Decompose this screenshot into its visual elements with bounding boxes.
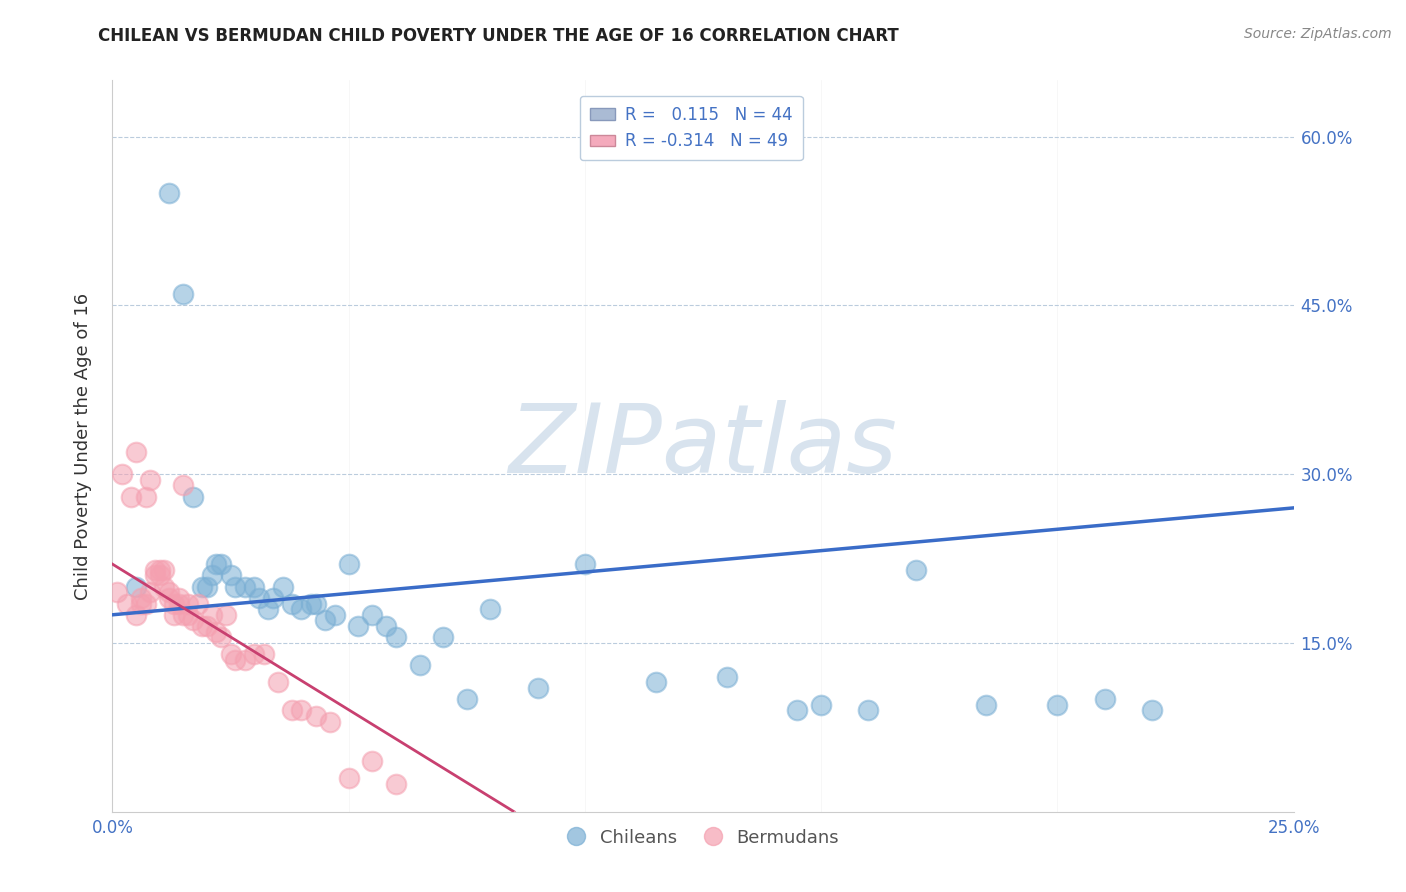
Point bbox=[347, 619, 370, 633]
Point bbox=[233, 580, 256, 594]
Point bbox=[157, 591, 180, 605]
Point bbox=[205, 557, 228, 571]
Point bbox=[135, 490, 157, 504]
Point bbox=[163, 607, 186, 622]
Point bbox=[281, 703, 304, 717]
Point bbox=[205, 624, 228, 639]
Point bbox=[111, 467, 134, 482]
Point bbox=[262, 591, 284, 605]
Point bbox=[139, 473, 162, 487]
Point bbox=[385, 630, 408, 644]
Point bbox=[432, 630, 454, 644]
Point bbox=[337, 771, 360, 785]
Point bbox=[257, 602, 280, 616]
Point bbox=[177, 607, 200, 622]
Point bbox=[219, 647, 242, 661]
Point bbox=[456, 692, 478, 706]
Point bbox=[786, 703, 808, 717]
Point bbox=[233, 653, 256, 667]
Point bbox=[201, 568, 224, 582]
Point bbox=[219, 568, 242, 582]
Text: ZIPatlas: ZIPatlas bbox=[509, 400, 897, 492]
Point bbox=[125, 580, 148, 594]
Point bbox=[139, 585, 162, 599]
Point bbox=[191, 580, 214, 594]
Point bbox=[976, 698, 998, 712]
Point bbox=[129, 597, 152, 611]
Point bbox=[479, 602, 502, 616]
Point bbox=[135, 597, 157, 611]
Point bbox=[157, 585, 180, 599]
Text: Source: ZipAtlas.com: Source: ZipAtlas.com bbox=[1244, 27, 1392, 41]
Point bbox=[143, 568, 166, 582]
Point bbox=[172, 287, 194, 301]
Point bbox=[149, 563, 172, 577]
Point bbox=[1046, 698, 1069, 712]
Point bbox=[319, 714, 342, 729]
Point bbox=[716, 670, 738, 684]
Text: CHILEAN VS BERMUDAN CHILD POVERTY UNDER THE AGE OF 16 CORRELATION CHART: CHILEAN VS BERMUDAN CHILD POVERTY UNDER … bbox=[98, 27, 900, 45]
Point bbox=[281, 597, 304, 611]
Point bbox=[195, 580, 218, 594]
Point bbox=[323, 607, 346, 622]
Point bbox=[361, 607, 384, 622]
Point bbox=[299, 597, 322, 611]
Legend: Chileans, Bermudans: Chileans, Bermudans bbox=[560, 822, 846, 854]
Point bbox=[191, 619, 214, 633]
Point bbox=[181, 614, 204, 628]
Point bbox=[149, 568, 172, 582]
Point bbox=[167, 597, 190, 611]
Point bbox=[247, 591, 270, 605]
Point bbox=[201, 607, 224, 622]
Point bbox=[904, 563, 927, 577]
Point bbox=[267, 675, 290, 690]
Point bbox=[253, 647, 276, 661]
Point bbox=[408, 658, 430, 673]
Point bbox=[304, 597, 326, 611]
Point bbox=[526, 681, 548, 695]
Point bbox=[105, 585, 128, 599]
Point bbox=[574, 557, 596, 571]
Point bbox=[271, 580, 294, 594]
Point bbox=[243, 647, 266, 661]
Point bbox=[224, 653, 246, 667]
Point bbox=[143, 563, 166, 577]
Point bbox=[224, 580, 246, 594]
Point bbox=[215, 607, 238, 622]
Point bbox=[125, 607, 148, 622]
Point bbox=[361, 754, 384, 768]
Point bbox=[385, 776, 408, 790]
Point bbox=[125, 444, 148, 458]
Point bbox=[120, 490, 142, 504]
Point bbox=[1140, 703, 1163, 717]
Point bbox=[167, 591, 190, 605]
Point bbox=[195, 619, 218, 633]
Point bbox=[153, 563, 176, 577]
Point bbox=[172, 607, 194, 622]
Point bbox=[209, 630, 232, 644]
Point bbox=[314, 614, 336, 628]
Point bbox=[177, 597, 200, 611]
Point bbox=[209, 557, 232, 571]
Y-axis label: Child Poverty Under the Age of 16: Child Poverty Under the Age of 16 bbox=[73, 293, 91, 599]
Point bbox=[810, 698, 832, 712]
Point bbox=[337, 557, 360, 571]
Point bbox=[644, 675, 666, 690]
Point bbox=[186, 597, 208, 611]
Point bbox=[153, 580, 176, 594]
Point bbox=[290, 703, 312, 717]
Point bbox=[163, 597, 186, 611]
Point bbox=[304, 709, 326, 723]
Point bbox=[115, 597, 138, 611]
Point bbox=[243, 580, 266, 594]
Point bbox=[858, 703, 880, 717]
Point bbox=[129, 591, 152, 605]
Point bbox=[157, 186, 180, 200]
Point bbox=[290, 602, 312, 616]
Point bbox=[172, 478, 194, 492]
Point bbox=[181, 490, 204, 504]
Point bbox=[375, 619, 398, 633]
Point bbox=[1094, 692, 1116, 706]
